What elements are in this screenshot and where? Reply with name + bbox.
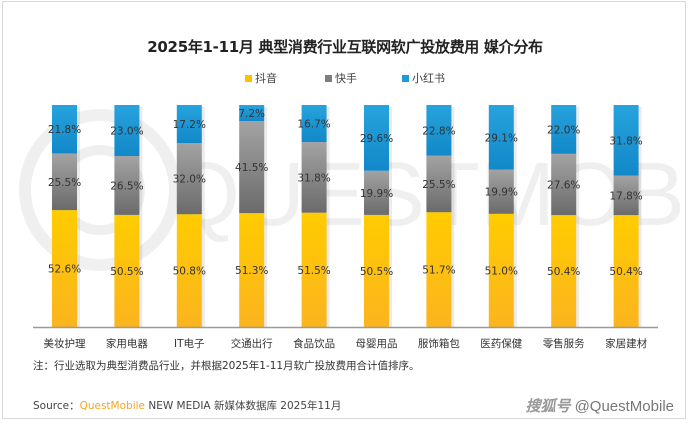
bar-segment-xiaohongshu: [488, 105, 514, 170]
category-label: 零售服务: [543, 337, 585, 350]
bar-segment-douyin: [301, 212, 327, 327]
data-label-douyin: 51.7%: [422, 265, 455, 277]
category-label: 家用电器: [106, 337, 148, 350]
data-label-douyin: 51.0%: [485, 265, 518, 277]
bar-segment-xiaohongshu: [426, 105, 452, 156]
category-labels: 美妆护理 家用电器 IT电子 交通出行 食品饮品 母婴用品 服饰箱包 医药保健 零售服务 家居建材: [44, 337, 648, 350]
bar-segment-kuaishou: [488, 169, 514, 214]
legend-label-douyin: 抖音: [255, 72, 277, 85]
data-label-xiaohongshu: 16.7%: [297, 119, 330, 131]
legend-swatch-kuaishou: [325, 74, 332, 82]
bar-segment-kuaishou: [114, 156, 140, 215]
legend-swatch-douyin: [245, 74, 252, 82]
bar-segment-kuaishou: [551, 153, 577, 216]
data-label-kuaishou: 27.6%: [547, 179, 580, 191]
data-label-kuaishou: 17.8%: [609, 190, 642, 202]
chart-title: 2025年1-11月 典型消费行业互联网软广投放费用 媒介分布: [147, 38, 543, 56]
source-line: Source：QuestMobile NEW MEDIA 新媒体数据库 2025…: [33, 398, 341, 413]
data-label-kuaishou: 31.8%: [297, 172, 330, 184]
data-label-kuaishou: 32.0%: [173, 174, 206, 186]
bar-segment-douyin: [52, 210, 77, 327]
bar-segment-xiaohongshu: [551, 105, 577, 154]
bar-segment-douyin: [176, 214, 202, 327]
bar-segment-xiaohongshu: [114, 105, 140, 157]
data-label-douyin: 51.3%: [235, 265, 268, 277]
data-label-douyin: 51.5%: [297, 265, 330, 277]
category-label: 食品饮品: [293, 337, 335, 350]
platform-watermark-handle: @QuestMobile: [574, 398, 674, 415]
category-label: 服饰箱包: [418, 337, 460, 350]
data-label-xiaohongshu: 23.0%: [110, 126, 143, 138]
data-label-douyin: 50.5%: [360, 266, 393, 278]
bar-segment-kuaishou: [364, 170, 389, 215]
legend-label-kuaishou: 快手: [335, 72, 357, 85]
source-prefix: Source：: [33, 400, 80, 412]
data-label-xiaohongshu: 17.2%: [173, 119, 206, 131]
data-label-douyin: 52.6%: [48, 264, 81, 276]
data-label-douyin: 50.8%: [173, 266, 206, 278]
data-label-xiaohongshu: 7.2%: [238, 108, 265, 120]
data-label-kuaishou: 25.5%: [422, 179, 455, 191]
bar-segment-kuaishou: [426, 155, 452, 213]
data-label-douyin: 50.4%: [547, 266, 580, 278]
footnote: 注：行业选取为典型消费品行业，并根据2025年1-11月软广投放费用合计值排序。: [33, 360, 420, 372]
data-label-kuaishou: 19.9%: [485, 187, 518, 199]
bars-group: 52.6% 25.5% 21.8% 50.5% 26.5% 23.0% 50.8% 32.0%…: [48, 105, 643, 327]
bar-segment-douyin: [488, 213, 514, 327]
data-label-douyin: 50.4%: [609, 266, 642, 278]
bar-segment-kuaishou: [239, 120, 265, 214]
source-brand: QuestMobile: [79, 400, 145, 412]
bar-segment-douyin: [426, 212, 452, 327]
platform-watermark: 搜狐号 @QuestMobile: [526, 395, 674, 416]
data-label-kuaishou: 19.9%: [360, 188, 393, 200]
bar-segment-kuaishou: [301, 142, 327, 213]
bar-segment-xiaohongshu: [364, 105, 389, 171]
source-rest: NEW MEDIA 新媒体数据库 2025年11月: [145, 400, 342, 412]
legend-item-xiaohongshu: 小红书: [402, 70, 445, 86]
bar-segment-douyin: [114, 214, 140, 327]
bar-segment-xiaohongshu: [176, 105, 202, 144]
data-label-xiaohongshu: 29.6%: [360, 133, 393, 145]
platform-watermark-name: 搜狐号: [525, 398, 571, 415]
category-label: 交通出行: [231, 337, 273, 350]
data-label-kuaishou: 26.5%: [110, 180, 143, 192]
bar-segment-xiaohongshu: [301, 105, 327, 143]
data-label-xiaohongshu: 31.8%: [609, 135, 642, 147]
data-label-xiaohongshu: 21.8%: [48, 124, 81, 136]
bar-segment-douyin: [364, 214, 389, 327]
legend-swatch-xiaohongshu: [402, 74, 409, 82]
bar-segment-xiaohongshu: [613, 105, 639, 176]
category-label: 家居建材: [605, 337, 647, 350]
bar-segment-xiaohongshu: [52, 105, 77, 154]
bar-segment-kuaishou: [613, 175, 639, 216]
data-label-xiaohongshu: 22.0%: [547, 124, 580, 136]
data-label-kuaishou: 25.5%: [48, 177, 81, 189]
category-label: 母婴用品: [356, 338, 398, 350]
bar-segment-kuaishou: [52, 153, 77, 211]
bar-segment-douyin: [551, 215, 577, 327]
category-label: 医药保健: [480, 337, 522, 350]
data-label-douyin: 50.5%: [110, 266, 143, 278]
bar-segment-douyin: [613, 215, 639, 327]
legend-item-kuaishou: 快手: [325, 70, 357, 86]
legend-label-xiaohongshu: 小红书: [412, 72, 445, 85]
data-label-xiaohongshu: 29.1%: [485, 132, 518, 144]
data-label-kuaishou: 41.5%: [235, 162, 268, 174]
bar-segment-douyin: [239, 213, 265, 327]
bar-segment-xiaohongshu: [239, 105, 265, 121]
category-label: 美妆护理: [44, 337, 86, 350]
bar-segment-kuaishou: [176, 143, 202, 215]
category-label: IT电子: [174, 337, 205, 350]
legend-item-douyin: 抖音: [245, 70, 277, 86]
data-label-xiaohongshu: 22.8%: [422, 125, 455, 137]
